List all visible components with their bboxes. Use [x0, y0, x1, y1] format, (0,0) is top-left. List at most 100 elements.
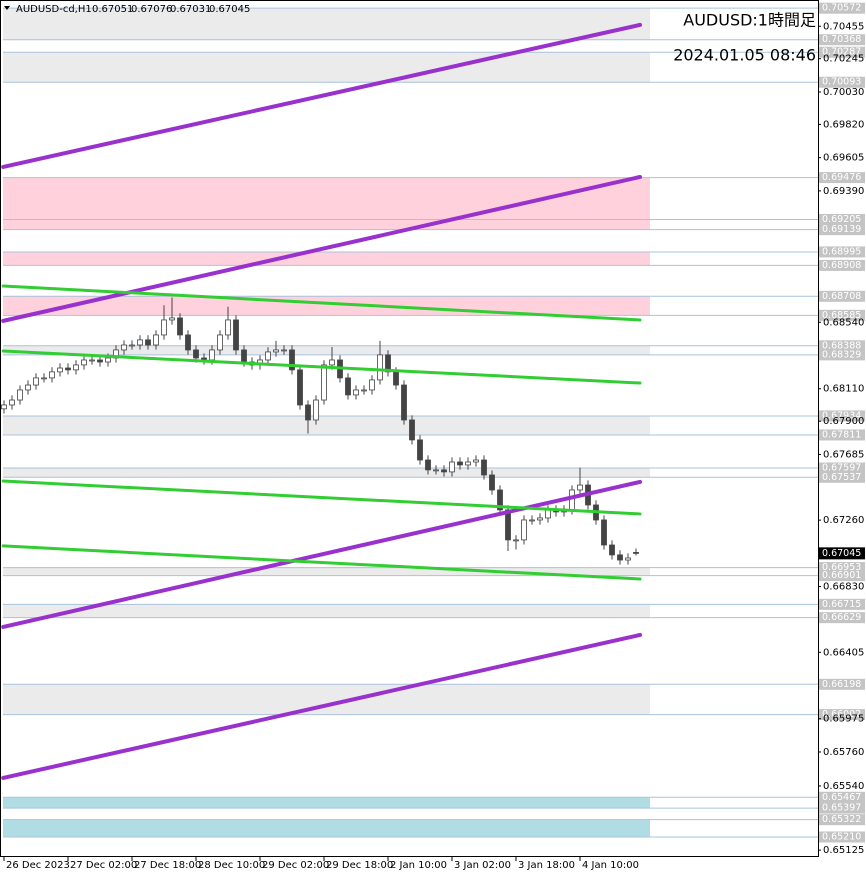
candle-body: [57, 367, 63, 373]
trendline: [1, 632, 642, 780]
candle-body: [569, 489, 575, 511]
level-label-box: [819, 246, 865, 258]
level-label: 0.67597: [822, 463, 861, 474]
candle-body: [473, 459, 479, 463]
candle-body: [617, 554, 623, 561]
level-label-box: [819, 598, 865, 610]
candle-body: [129, 344, 135, 347]
candle-body: [369, 379, 375, 391]
candle-body: [177, 317, 183, 336]
level-label: 0.66953: [822, 562, 861, 573]
candle-body: [577, 484, 583, 491]
candle-body: [345, 377, 351, 396]
candle-body: [305, 404, 311, 421]
candle-body: [601, 519, 607, 546]
candle-body: [89, 359, 95, 362]
candle-body: [145, 339, 151, 346]
trendlines: [1, 22, 642, 780]
candle-body: [353, 389, 359, 396]
candle-body: [73, 364, 79, 371]
ohlc-low: 0.67031: [170, 4, 211, 15]
level-label-box: [819, 46, 865, 58]
candle-body: [537, 517, 543, 521]
level-label: 0.65210: [822, 831, 861, 842]
candle-body: [9, 399, 15, 406]
level-label-box: [819, 340, 865, 352]
zone: [3, 345, 650, 355]
price-box: [819, 547, 865, 560]
annotation: AUDUSD:1時間足: [683, 11, 816, 30]
candle-body: [521, 519, 527, 541]
x-tick-label: 2 Jan 10:00: [390, 860, 447, 871]
level-label: 0.66002: [822, 709, 861, 720]
zone: [3, 604, 650, 618]
level-label-box: [819, 678, 865, 690]
candle-body: [225, 319, 231, 336]
y-tick-label: 0.65125: [823, 845, 864, 856]
level-label: 0.70093: [822, 77, 861, 88]
current-price: 0.67045: [822, 548, 861, 559]
candle-body: [241, 349, 247, 363]
zones: [3, 8, 650, 837]
level-label: 0.68708: [822, 291, 861, 302]
candle-body: [105, 357, 111, 363]
level-label-box: [819, 34, 865, 46]
zone: [3, 797, 650, 809]
x-tick-label: 29 Dec 02:00: [262, 860, 329, 871]
x-tick-label: 27 Dec 02:00: [70, 860, 137, 871]
level-label-box: [819, 791, 865, 803]
x-tick-label: 3 Jan 18:00: [518, 860, 575, 871]
level-label-box: [819, 471, 865, 483]
level-label-box: [819, 802, 865, 814]
trendline: [1, 349, 642, 385]
candle-body: [297, 369, 303, 406]
candle-body: [321, 364, 327, 401]
candle-body: [425, 459, 431, 471]
candle-body: [329, 359, 335, 366]
candle-body: [609, 544, 615, 556]
candle-body: [81, 359, 87, 366]
level-label-box: [819, 562, 865, 574]
x-tick-label: 26 Dec 2023: [6, 860, 70, 871]
candle-body: [121, 344, 127, 351]
level-label: 0.66901: [822, 570, 861, 581]
level-label-box: [819, 429, 865, 441]
level-label-box: [819, 172, 865, 184]
zone: [3, 567, 650, 576]
level-label-box: [819, 309, 865, 321]
level-label: 0.65322: [822, 814, 861, 825]
candle-body: [377, 354, 383, 381]
level-label-box: [819, 570, 865, 582]
zone: [3, 415, 650, 435]
y-tick-label: 0.69390: [823, 186, 864, 197]
candle-body: [17, 389, 23, 401]
level-label-box: [819, 349, 865, 361]
candle-body: [505, 509, 511, 541]
level-label: 0.69205: [822, 214, 861, 225]
symbol-title: AUDUSD-cd,H1: [16, 4, 92, 15]
candle-body: [393, 371, 399, 386]
candle-body: [401, 384, 407, 421]
y-tick-label: 0.65540: [823, 781, 864, 792]
y-tick-label: 0.68110: [823, 384, 864, 395]
candle-body: [481, 459, 487, 476]
annotation: 2024.01.05 08:46: [673, 46, 816, 65]
y-tick-label: 0.67900: [823, 416, 864, 427]
candle-body: [441, 469, 447, 473]
candle-body: [281, 349, 287, 352]
zone: [3, 819, 650, 837]
level-label-box: [819, 2, 865, 14]
ohlc-close: 0.67045: [209, 4, 250, 15]
candle-body: [233, 319, 239, 351]
y-tick-label: 0.70245: [823, 54, 864, 65]
y-tick-label: 0.70030: [823, 87, 864, 98]
candle-body: [193, 349, 199, 359]
zone: [3, 8, 650, 40]
level-label-box: [819, 213, 865, 225]
y-tick-label: 0.70455: [823, 21, 864, 32]
y-tick-label: 0.68540: [823, 317, 864, 328]
candle-body: [497, 489, 503, 511]
level-label: 0.66715: [822, 599, 861, 610]
